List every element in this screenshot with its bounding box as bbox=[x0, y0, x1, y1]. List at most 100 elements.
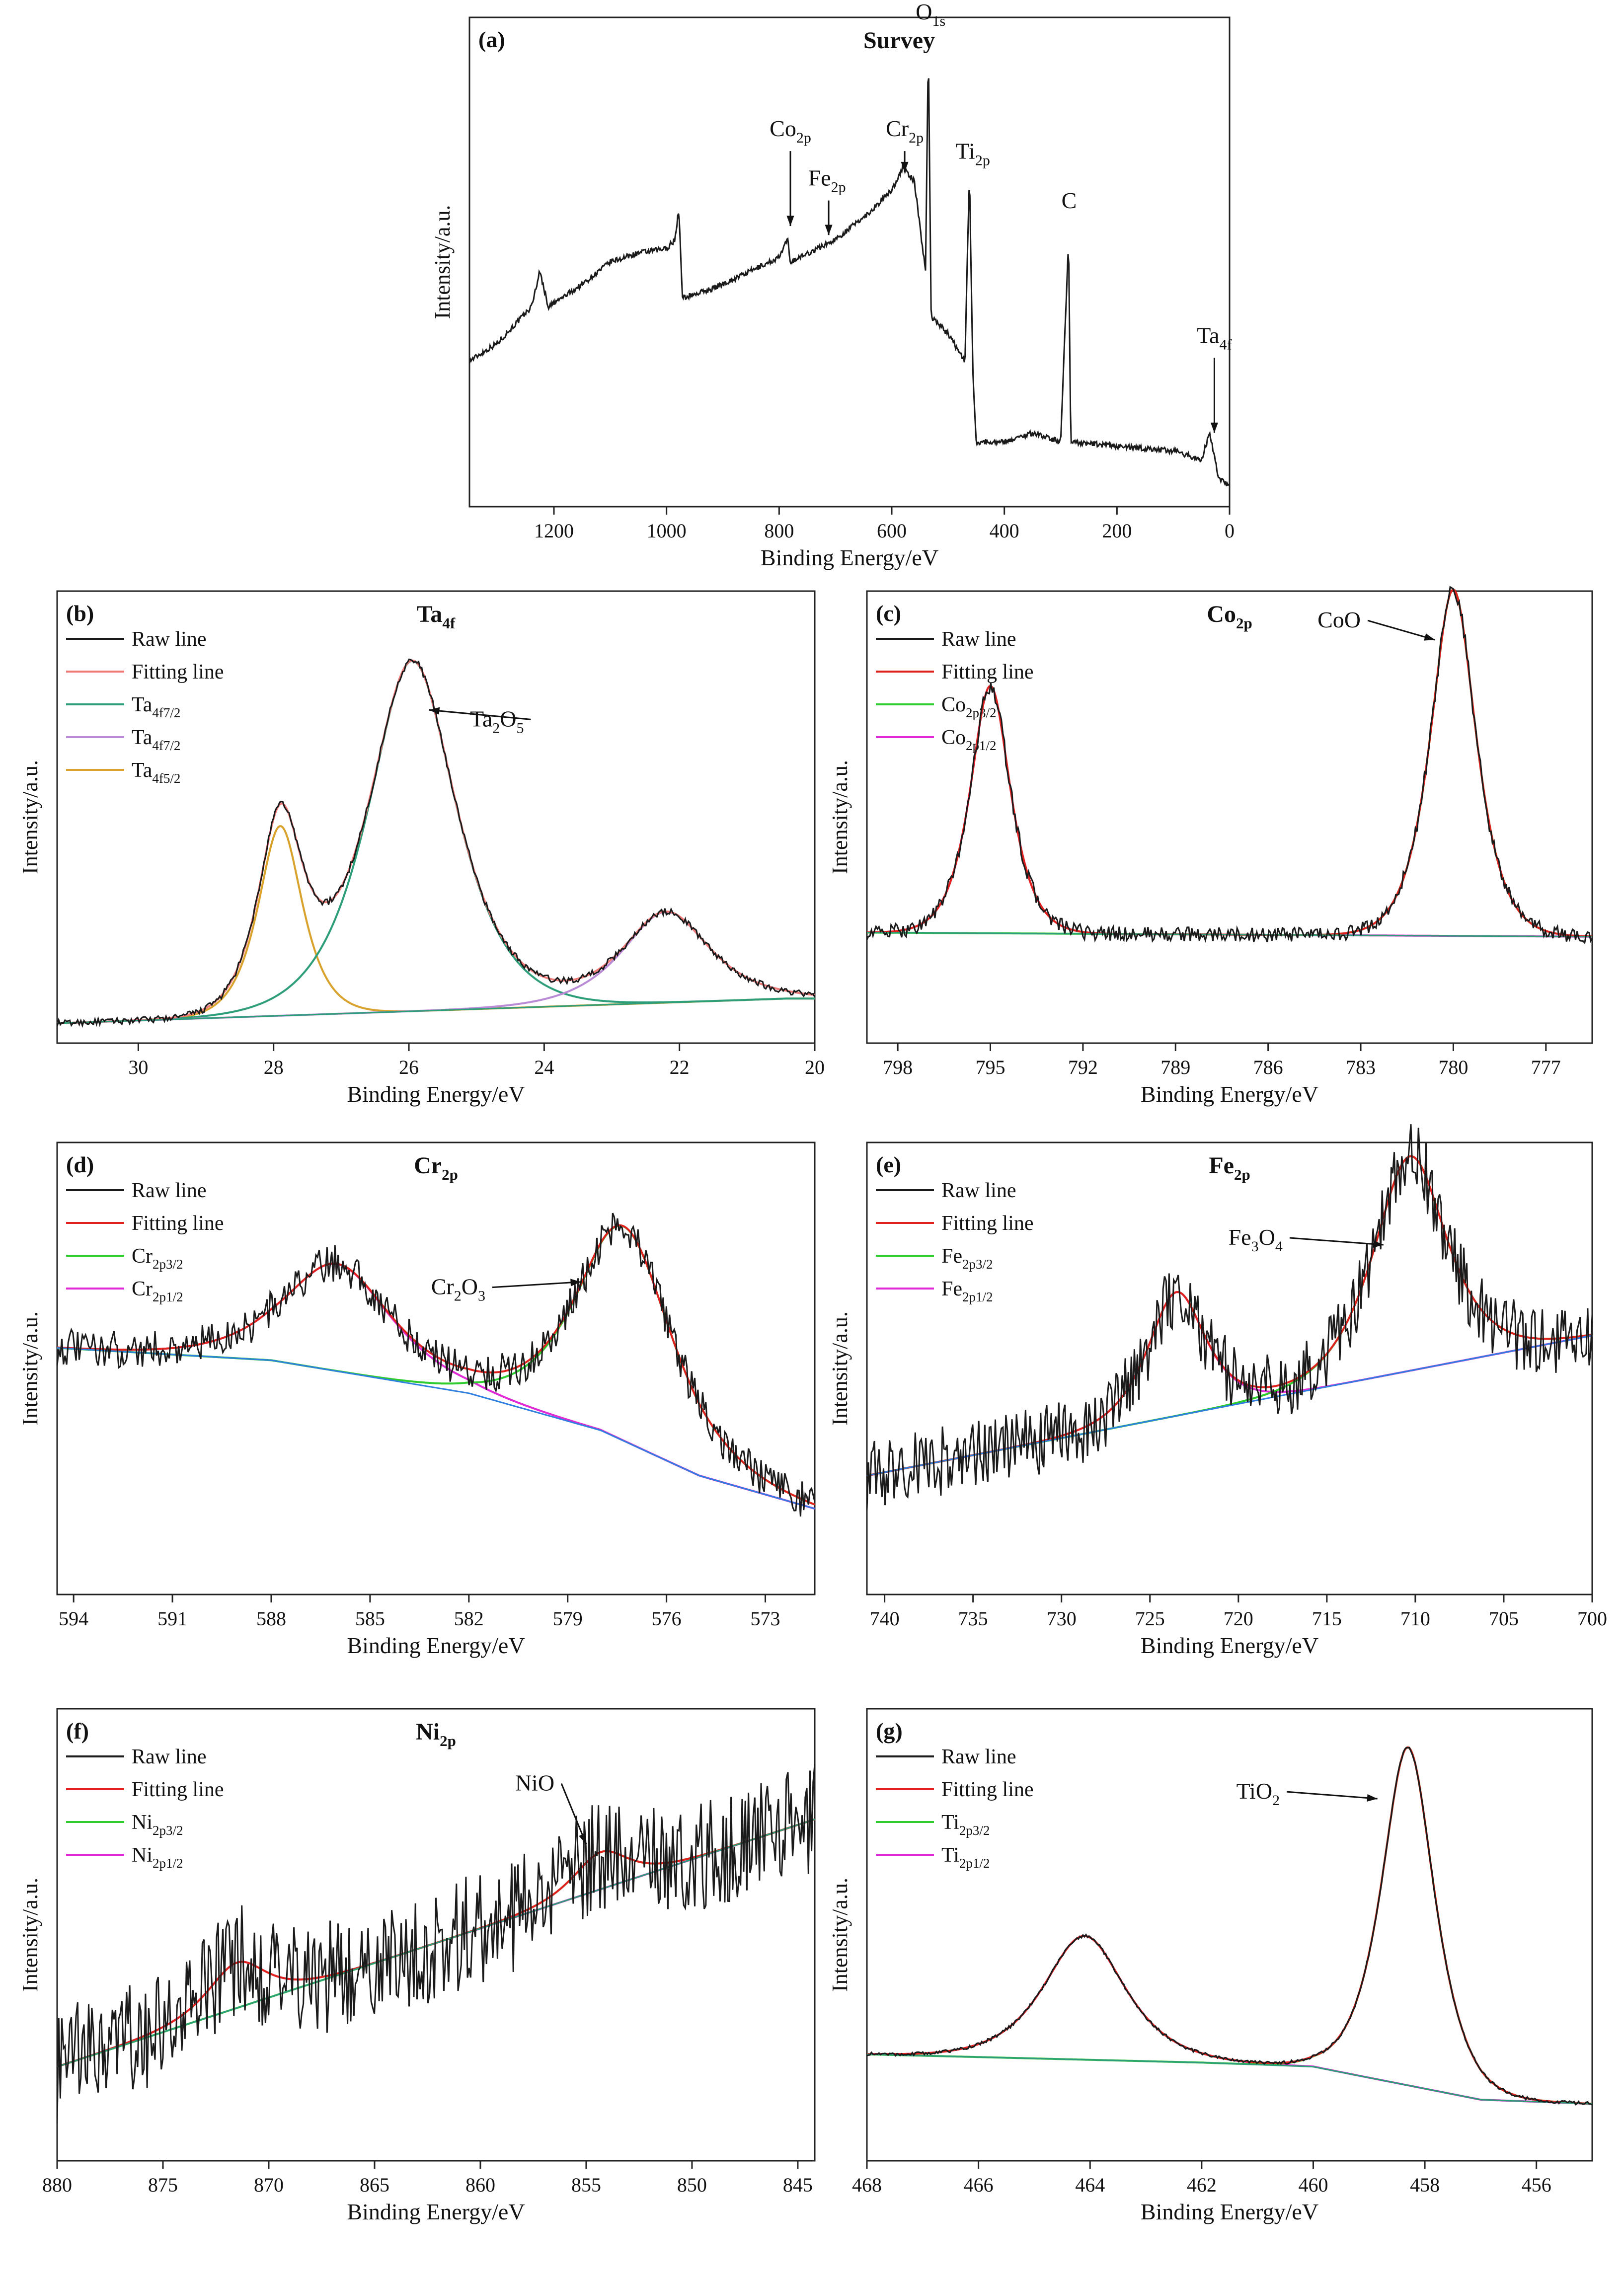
annotation-label: Ta4f bbox=[1197, 322, 1232, 353]
legend-label: Co2p3/2 bbox=[941, 693, 997, 720]
x-tick-label: 400 bbox=[990, 520, 1019, 542]
x-axis-label: Binding Energy/eV bbox=[347, 2199, 525, 2224]
legend-label: Cr2p1/2 bbox=[132, 1278, 183, 1304]
x-tick-label: 594 bbox=[59, 1607, 88, 1630]
plot-frame bbox=[56, 1141, 816, 1595]
x-tick-label: 870 bbox=[254, 2174, 284, 2196]
panel-b: 30 28 26 24 22 20 Binding Energy/eV Intensity/a… bbox=[18, 590, 825, 1107]
x-tick-label: 1200 bbox=[534, 520, 574, 542]
legend-label: Raw line bbox=[132, 1179, 206, 1202]
x-axis-label: Binding Energy/eV bbox=[347, 1081, 525, 1107]
x-tick-label: 579 bbox=[553, 1607, 583, 1630]
panel-label: (e) bbox=[876, 1152, 901, 1177]
x-tick-label: 850 bbox=[677, 2174, 707, 2196]
component-purple bbox=[57, 911, 815, 1024]
x-axis-label: Binding Energy/eV bbox=[347, 1633, 525, 1658]
x-axis-label: Binding Energy/eV bbox=[1141, 1633, 1318, 1658]
plot-frame bbox=[866, 1141, 1593, 1595]
annotation-label: Co2p bbox=[770, 116, 811, 146]
x-tick-label: 462 bbox=[1187, 2174, 1217, 2196]
x-tick-label: 0 bbox=[1225, 520, 1235, 542]
x-tick-label: 855 bbox=[571, 2174, 601, 2196]
raw-line bbox=[56, 1213, 816, 1517]
x-tick-label: 783 bbox=[1346, 1056, 1376, 1078]
x-tick-label: 30 bbox=[128, 1056, 148, 1078]
annotation-label: Cr2O3 bbox=[431, 1274, 485, 1304]
legend-label: Raw line bbox=[941, 1746, 1016, 1768]
legend-label: Cr2p3/2 bbox=[132, 1245, 183, 1272]
x-tick-label: 715 bbox=[1312, 1607, 1342, 1630]
arrow-head bbox=[1367, 1794, 1378, 1802]
panel-title: Ni2p bbox=[416, 1719, 456, 1749]
legend-label: Fe2p1/2 bbox=[941, 1278, 993, 1304]
annotation-arrow bbox=[1286, 1791, 1378, 1800]
component-magenta bbox=[866, 1935, 1593, 2105]
arrow-head bbox=[429, 707, 440, 715]
annotation-label: O1s bbox=[916, 0, 945, 29]
panel-title: Co2p bbox=[1207, 601, 1252, 632]
x-tick-label: 735 bbox=[958, 1607, 988, 1630]
panel-label: (a) bbox=[478, 27, 505, 52]
x-tick-label: 588 bbox=[256, 1607, 286, 1630]
raw-line bbox=[56, 1764, 816, 2124]
annotation-label: TiO2 bbox=[1237, 1778, 1280, 1809]
x-tick-label: 600 bbox=[877, 520, 907, 542]
y-axis-label: Intensity/a.u. bbox=[828, 760, 852, 874]
panel-label: (b) bbox=[66, 601, 94, 626]
legend-label: Fitting line bbox=[132, 1212, 224, 1235]
raw-line bbox=[866, 1124, 1593, 1511]
raw-line bbox=[866, 586, 1593, 945]
x-tick-label: 466 bbox=[964, 2174, 994, 2196]
y-axis-label: Intensity/a.u. bbox=[430, 205, 455, 319]
legend-label: Fitting line bbox=[941, 1212, 1034, 1235]
x-tick-label: 795 bbox=[976, 1056, 1005, 1078]
y-axis-label: Intensity/a.u. bbox=[828, 1878, 852, 1992]
x-tick-label: 725 bbox=[1135, 1607, 1165, 1630]
annotation-label: Fe2p bbox=[808, 165, 846, 196]
annotation-arrow bbox=[1289, 1237, 1384, 1246]
raw-line bbox=[866, 1746, 1593, 2106]
annotation-arrow bbox=[560, 1783, 587, 1844]
arrow-head bbox=[1373, 1240, 1384, 1248]
x-tick-label: 20 bbox=[805, 1056, 825, 1078]
annotation-arrow bbox=[429, 709, 531, 720]
x-tick-label: 730 bbox=[1047, 1607, 1077, 1630]
annotation-label: CoO bbox=[1317, 607, 1361, 632]
arrow-head bbox=[1210, 422, 1218, 433]
annotation-label: Ta2O5 bbox=[470, 706, 524, 736]
legend-label: Raw line bbox=[941, 628, 1016, 651]
legend-label: Ni2p3/2 bbox=[132, 1811, 183, 1838]
legend-label: Fitting line bbox=[132, 661, 224, 683]
x-tick-label: 28 bbox=[264, 1056, 284, 1078]
panel-label: (d) bbox=[66, 1152, 94, 1177]
fitting-line bbox=[57, 1224, 815, 1506]
plot-frame bbox=[866, 1708, 1593, 2162]
x-axis-label: Binding Energy/eV bbox=[1141, 1081, 1318, 1107]
y-axis-label: Intensity/a.u. bbox=[828, 1311, 852, 1426]
panel-title: Ta4f bbox=[417, 601, 456, 632]
x-tick-label: 26 bbox=[399, 1056, 419, 1078]
plot-frame bbox=[866, 590, 1593, 1044]
x-axis-label: Binding Energy/eV bbox=[1141, 2199, 1318, 2224]
panel-label: (c) bbox=[876, 601, 901, 626]
x-tick-label: 24 bbox=[534, 1056, 554, 1078]
annotation-label: C bbox=[1062, 188, 1077, 213]
legend-label: Ta4f5/2 bbox=[132, 759, 180, 786]
x-tick-label: 786 bbox=[1253, 1056, 1283, 1078]
panel-label: (f) bbox=[66, 1718, 89, 1744]
x-tick-label: 200 bbox=[1102, 520, 1132, 542]
legend-label: Co2p1/2 bbox=[941, 726, 997, 753]
arrow-head bbox=[825, 225, 833, 235]
x-tick-label: 777 bbox=[1531, 1056, 1561, 1078]
component-magenta bbox=[866, 684, 1592, 938]
series-line bbox=[468, 78, 1231, 487]
x-tick-label: 880 bbox=[42, 2174, 72, 2196]
background-line bbox=[57, 1347, 815, 1510]
component-gold bbox=[57, 825, 815, 1024]
annotation-label: Cr2p bbox=[886, 116, 924, 146]
x-tick-label: 22 bbox=[670, 1056, 690, 1078]
x-tick-label: 705 bbox=[1489, 1607, 1519, 1630]
x-tick-label: 865 bbox=[360, 2174, 389, 2196]
legend-label: Raw line bbox=[132, 1746, 206, 1768]
